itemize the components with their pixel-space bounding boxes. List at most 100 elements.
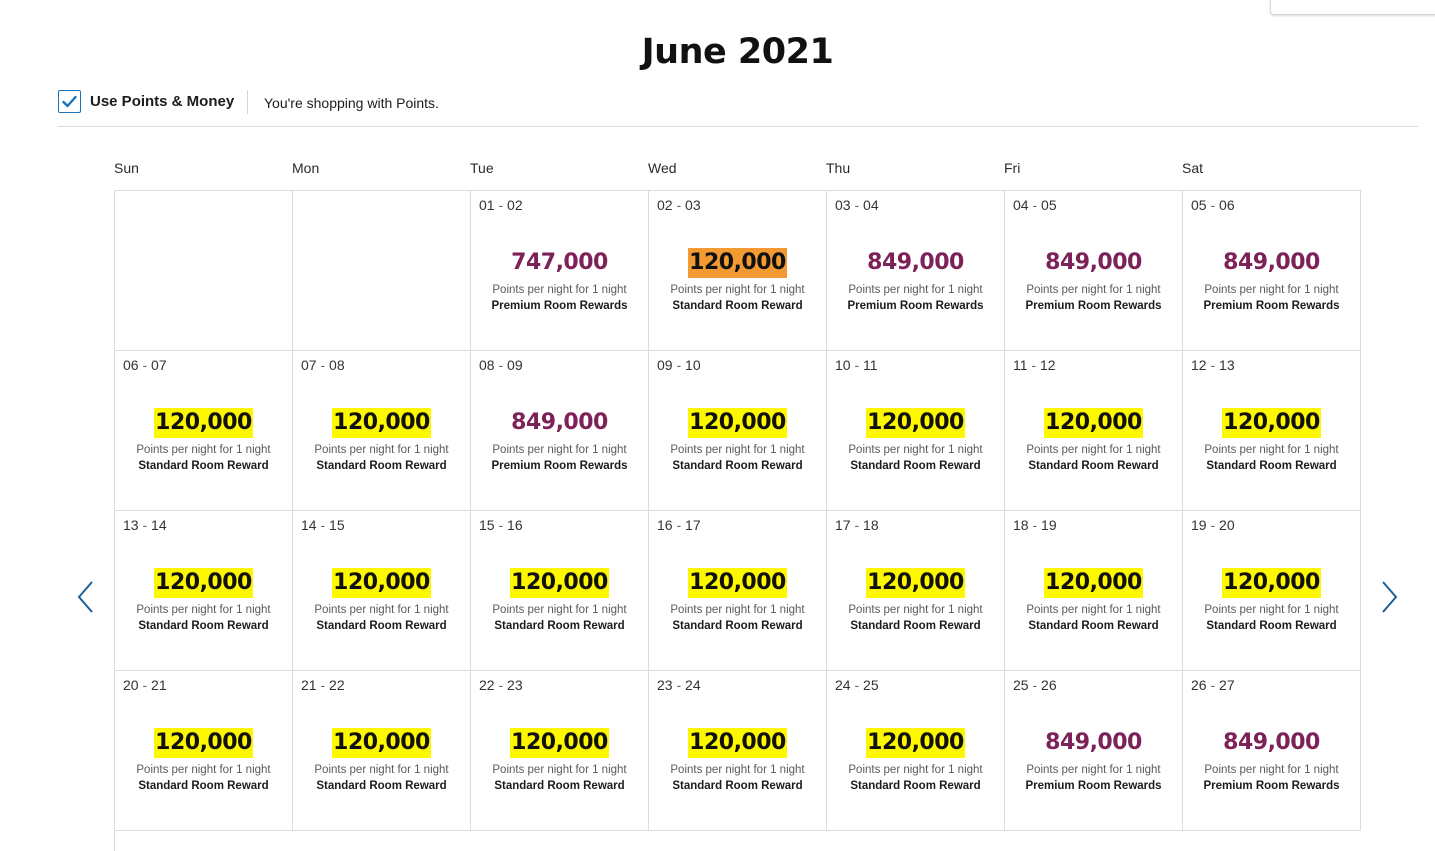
points-price: 120,000 — [510, 728, 609, 758]
price-wrapper: 120,000 — [115, 568, 292, 598]
end-date: 08 — [329, 357, 345, 373]
per-night-label: Points per night for 1 night — [670, 764, 805, 776]
reward-type-label: Standard Room Reward — [316, 460, 447, 472]
price-wrapper: 849,000 — [1183, 248, 1360, 278]
date-separator: - — [138, 357, 152, 373]
start-date: 07 — [301, 357, 317, 373]
day-cell-07-08[interactable]: 07 - 08 120,000 Points per night for 1 nig… — [293, 351, 471, 511]
price-wrapper: 849,000 — [827, 248, 1004, 278]
day-cell-25-26[interactable]: 25 - 26 849,000 Points per night for 1 nig… — [1005, 671, 1183, 831]
day-cell-24-25[interactable]: 24 - 25 120,000 Points per night for 1 nig… — [827, 671, 1005, 831]
day-cell-18-19[interactable]: 18 - 19 120,000 Points per night for 1 nig… — [1005, 511, 1183, 671]
reward-type-label: Standard Room Reward — [672, 780, 803, 792]
day-cell-14-15[interactable]: 14 - 15 120,000 Points per night for 1 nig… — [293, 511, 471, 671]
use-points-money-checkbox[interactable] — [58, 90, 81, 113]
price-wrapper: 120,000 — [827, 568, 1004, 598]
shopping-mode-note: You're shopping with Points. — [264, 95, 439, 111]
day-cell-12-13[interactable]: 12 - 13 120,000 Points per night for 1 nig… — [1183, 351, 1361, 511]
per-night-label: Points per night for 1 night — [1204, 284, 1339, 296]
date-separator: - — [1028, 517, 1042, 533]
use-points-money-label[interactable]: Use Points & Money — [90, 93, 235, 110]
date-range: 20 - 21 — [123, 677, 167, 693]
day-cell-10-11[interactable]: 10 - 11 120,000 Points per night for 1 nig… — [827, 351, 1005, 511]
reward-type-label: Standard Room Reward — [316, 620, 447, 632]
points-price: 747,000 — [511, 250, 608, 275]
dropdown-panel-edge — [1270, 0, 1435, 15]
points-price: 849,000 — [1223, 250, 1320, 275]
points-price: 120,000 — [510, 568, 609, 598]
date-range: 17 - 18 — [835, 517, 879, 533]
day-cell-16-17[interactable]: 16 - 17 120,000 Points per night for 1 nig… — [649, 511, 827, 671]
reward-type-label: Standard Room Reward — [850, 620, 981, 632]
day-cell-15-16[interactable]: 15 - 16 120,000 Points per night for 1 nig… — [471, 511, 649, 671]
points-price: 120,000 — [154, 408, 253, 438]
day-cell-11-12[interactable]: 11 - 12 120,000 Points per night for 1 nig… — [1005, 351, 1183, 511]
date-separator: - — [672, 357, 686, 373]
per-night-label: Points per night for 1 night — [492, 284, 627, 296]
date-range: 08 - 09 — [479, 357, 523, 373]
end-date: 27 — [1219, 677, 1235, 693]
end-date: 09 — [507, 357, 523, 373]
chevron-right-icon[interactable] — [1378, 580, 1400, 614]
day-cell-21-22[interactable]: 21 - 22 120,000 Points per night for 1 nig… — [293, 671, 471, 831]
points-price: 120,000 — [866, 408, 965, 438]
start-date: 26 — [1191, 677, 1207, 693]
day-cell-02-03[interactable]: 02 - 03 120,000 Points per night for 1 nig… — [649, 191, 827, 351]
reward-type-label: Standard Room Reward — [138, 460, 269, 472]
price-wrapper: 120,000 — [471, 568, 648, 598]
day-cell-08-09[interactable]: 08 - 09 849,000 Points per night for 1 nig… — [471, 351, 649, 511]
day-cell-06-07[interactable]: 06 - 07 120,000 Points per night for 1 nig… — [115, 351, 293, 511]
reward-type-label: Standard Room Reward — [672, 460, 803, 472]
points-price: 120,000 — [688, 728, 787, 758]
price-wrapper: 747,000 — [471, 248, 648, 278]
end-date: 03 — [685, 197, 701, 213]
end-date: 24 — [685, 677, 701, 693]
weekday-fri: Fri — [1004, 160, 1021, 176]
day-cell-20-21[interactable]: 20 - 21 120,000 Points per night for 1 nig… — [115, 671, 293, 831]
end-date: 10 — [685, 357, 701, 373]
price-wrapper: 120,000 — [293, 728, 470, 758]
date-separator: - — [850, 197, 864, 213]
day-cell-26-27[interactable]: 26 - 27 849,000 Points per night for 1 nig… — [1183, 671, 1361, 831]
day-cell-19-20[interactable]: 19 - 20 120,000 Points per night for 1 nig… — [1183, 511, 1361, 671]
date-range: 22 - 23 — [479, 677, 523, 693]
per-night-label: Points per night for 1 night — [1026, 444, 1161, 456]
end-date: 13 — [1219, 357, 1235, 373]
date-separator: - — [494, 517, 508, 533]
price-wrapper: 120,000 — [1183, 568, 1360, 598]
reward-type-label: Premium Room Rewards — [1025, 780, 1162, 792]
reward-type-label: Standard Room Reward — [1028, 620, 1159, 632]
price-wrapper: 120,000 — [293, 408, 470, 438]
day-cell-09-10[interactable]: 09 - 10 120,000 Points per night for 1 nig… — [649, 351, 827, 511]
points-price: 120,000 — [154, 568, 253, 598]
day-cell-03-04[interactable]: 03 - 04 849,000 Points per night for 1 nig… — [827, 191, 1005, 351]
toolbar-divider — [247, 90, 248, 114]
day-cell-04-05[interactable]: 04 - 05 849,000 Points per night for 1 nig… — [1005, 191, 1183, 351]
day-cell-17-18[interactable]: 17 - 18 120,000 Points per night for 1 nig… — [827, 511, 1005, 671]
date-separator: - — [1206, 517, 1220, 533]
reward-type-label: Standard Room Reward — [138, 780, 269, 792]
day-cell-05-06[interactable]: 05 - 06 849,000 Points per night for 1 nig… — [1183, 191, 1361, 351]
date-separator: - — [672, 677, 686, 693]
day-cell-22-23[interactable]: 22 - 23 120,000 Points per night for 1 nig… — [471, 671, 649, 831]
day-cell-23-24[interactable]: 23 - 24 120,000 Points per night for 1 nig… — [649, 671, 827, 831]
price-wrapper: 120,000 — [649, 568, 826, 598]
end-date: 15 — [329, 517, 345, 533]
points-price: 849,000 — [1045, 250, 1142, 275]
day-cell-01-02[interactable]: 01 - 02 747,000 Points per night for 1 nig… — [471, 191, 649, 351]
day-cell-13-14[interactable]: 13 - 14 120,000 Points per night for 1 nig… — [115, 511, 293, 671]
date-range: 26 - 27 — [1191, 677, 1235, 693]
reward-type-label: Premium Room Rewards — [1203, 300, 1340, 312]
start-date: 12 — [1191, 357, 1207, 373]
weekday-thu: Thu — [826, 160, 851, 176]
end-date: 18 — [863, 517, 879, 533]
points-price: 120,000 — [1222, 568, 1321, 598]
points-price: 120,000 — [1044, 408, 1143, 438]
reward-type-label: Standard Room Reward — [1206, 460, 1337, 472]
reward-type-label: Premium Room Rewards — [847, 300, 984, 312]
start-date: 20 — [123, 677, 139, 693]
chevron-left-icon[interactable] — [75, 580, 97, 614]
per-night-label: Points per night for 1 night — [848, 604, 983, 616]
date-range: 15 - 16 — [479, 517, 523, 533]
date-separator: - — [138, 517, 152, 533]
